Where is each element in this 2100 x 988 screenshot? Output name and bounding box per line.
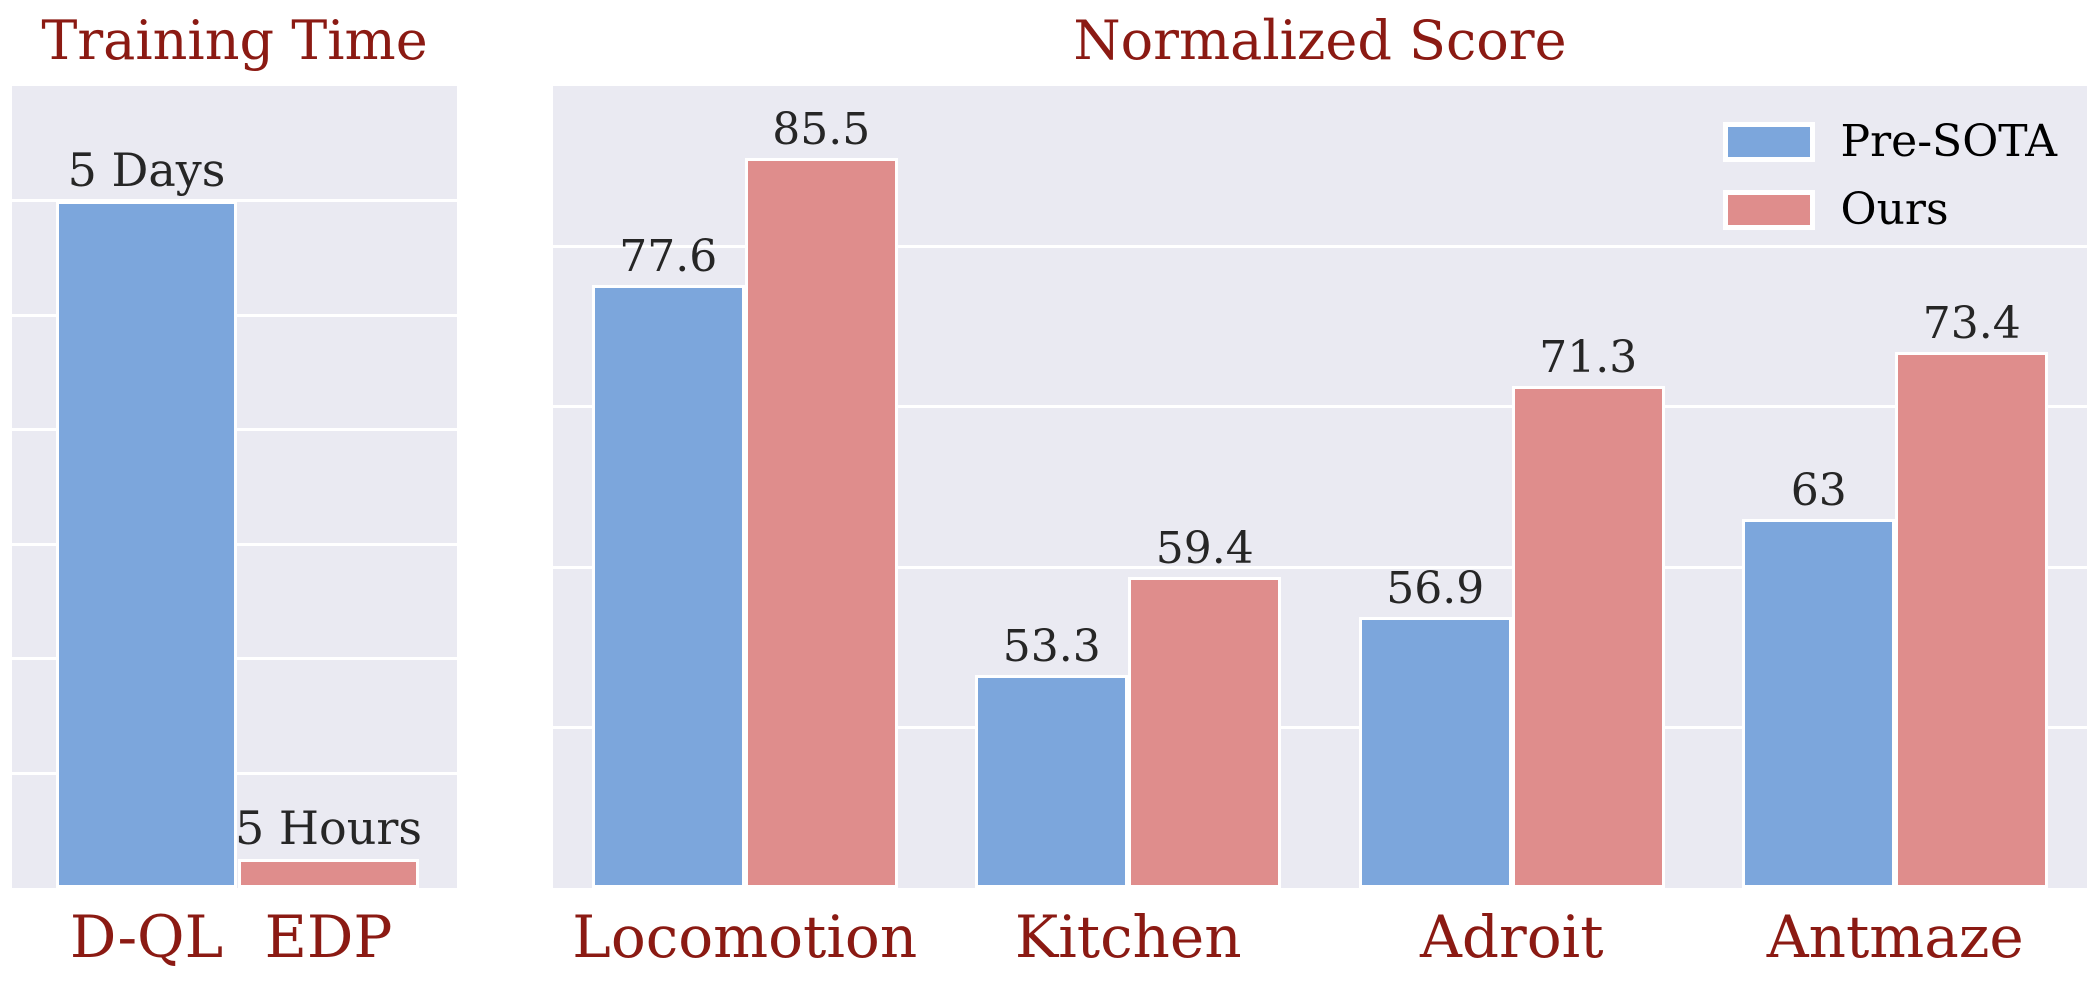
- legend-entry-pre-sota: Pre-SOTA: [1722, 116, 2057, 167]
- x-tick-label-kitchen: Kitchen: [1014, 903, 1242, 971]
- value-label-kitchen-ours: 59.4: [1155, 522, 1254, 574]
- bar-label-d-ql: 5 Days: [67, 142, 226, 197]
- legend-swatch-ours-icon: [1722, 190, 1815, 230]
- gridline: [553, 405, 2087, 409]
- value-label-adroit-pre-sota: 56.9: [1386, 562, 1485, 614]
- legend-swatch-pre-sota-icon: [1722, 122, 1815, 162]
- value-label-locomotion-pre-sota: 77.6: [619, 230, 718, 282]
- value-label-antmaze-pre-sota: 63: [1790, 465, 1847, 517]
- normalized-score-plot-area: Pre-SOTA Ours 77.6 85.5 53.3 59.4 56.9 71.3 63…: [553, 86, 2087, 888]
- value-label-locomotion-ours: 85.5: [772, 104, 871, 156]
- bar-kitchen-pre-sota: [975, 674, 1129, 888]
- bar-edp: [238, 859, 419, 888]
- legend-label-ours: Ours: [1840, 184, 1949, 235]
- bar-adroit-ours: [1511, 385, 1665, 888]
- legend: Pre-SOTA Ours: [1722, 116, 2057, 235]
- legend-label-pre-sota: Pre-SOTA: [1840, 116, 2057, 167]
- x-tick-label-adroit: Adroit: [1419, 903, 1604, 971]
- gridline: [553, 726, 2087, 730]
- bar-label-edp: 5 Hours: [235, 801, 422, 856]
- bar-adroit-pre-sota: [1358, 616, 1512, 888]
- training-time-title: Training Time: [41, 9, 428, 72]
- bar-antmaze-ours: [1895, 352, 2049, 888]
- x-tick-label-antmaze: Antmaze: [1766, 903, 2024, 971]
- bar-d-ql: [56, 200, 237, 888]
- bar-locomotion-pre-sota: [591, 284, 745, 888]
- training-time-plot-area: 5 Days 5 Hours: [12, 86, 457, 888]
- value-label-antmaze-ours: 73.4: [1922, 298, 2021, 350]
- x-tick-label-locomotion: Locomotion: [572, 903, 918, 971]
- value-label-kitchen-pre-sota: 53.3: [1002, 620, 1101, 672]
- x-tick-label-d-ql: D-QL: [69, 903, 224, 971]
- gridline: [553, 565, 2087, 569]
- value-label-adroit-ours: 71.3: [1539, 331, 1638, 383]
- normalized-score-title: Normalized Score: [1073, 9, 1567, 72]
- bar-locomotion-ours: [744, 158, 898, 888]
- x-tick-label-edp: EDP: [264, 903, 393, 971]
- legend-entry-ours: Ours: [1722, 184, 2057, 235]
- bar-kitchen-ours: [1128, 576, 1282, 888]
- gridline: [553, 244, 2087, 248]
- bar-antmaze-pre-sota: [1742, 519, 1896, 888]
